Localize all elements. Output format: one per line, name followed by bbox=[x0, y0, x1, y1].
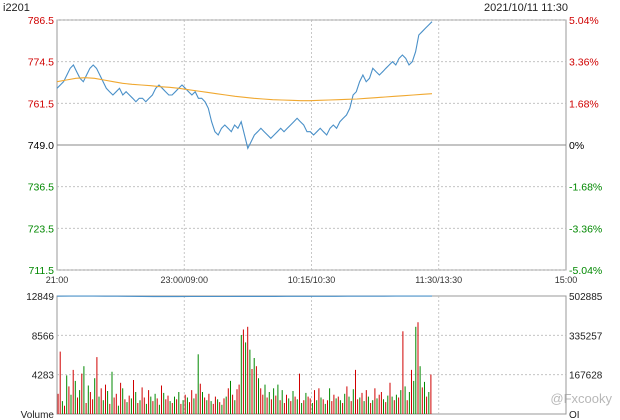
time-tick: 11:30/13:30 bbox=[415, 275, 462, 285]
time-tick: 23:00/09:00 bbox=[160, 275, 208, 285]
volume-tick-left: Volume bbox=[21, 410, 55, 420]
price-line bbox=[56, 21, 433, 150]
time-tick: 21:00 bbox=[46, 275, 69, 285]
oi-tick-right: 167628 bbox=[569, 371, 603, 382]
contract-code: i2201 bbox=[3, 2, 30, 14]
price-tick-left: 723.5 bbox=[28, 223, 54, 235]
oi-tick-right: OI bbox=[569, 410, 580, 420]
oi-tick-right: 335257 bbox=[569, 331, 603, 342]
price-tick-right: 3.36% bbox=[569, 57, 599, 69]
time-tick: 15:00 bbox=[555, 275, 578, 285]
timestamp: 2021/10/11 11:30 bbox=[483, 2, 568, 14]
watermark: @Fxcooky bbox=[550, 391, 612, 406]
price-tick-left: 736.5 bbox=[28, 182, 54, 194]
price-tick-right: 0% bbox=[569, 140, 584, 152]
price-tick-left: 774.5 bbox=[28, 57, 54, 69]
open-interest-line bbox=[56, 295, 432, 298]
price-tick-left: 711.5 bbox=[29, 265, 55, 277]
price-tick-left: 786.5 bbox=[28, 15, 54, 27]
price-tick-left: 749.0 bbox=[28, 140, 54, 152]
oi-tick-right: 502885 bbox=[569, 292, 603, 303]
volume-tick-left: 4283 bbox=[32, 371, 55, 382]
price-tick-right: 5.04% bbox=[569, 15, 599, 27]
time-tick: 10:15/10:30 bbox=[288, 275, 336, 285]
price-tick-right: -1.68% bbox=[569, 182, 602, 194]
price-tick-right: -3.36% bbox=[569, 223, 602, 235]
volume-tick-left: 12849 bbox=[26, 292, 54, 303]
price-tick-left: 761.5 bbox=[28, 98, 54, 110]
volume-tick-left: 8566 bbox=[32, 331, 55, 342]
price-tick-right: -5.04% bbox=[569, 265, 602, 277]
average-price-line bbox=[56, 77, 433, 102]
price-tick-right: 1.68% bbox=[569, 98, 599, 110]
